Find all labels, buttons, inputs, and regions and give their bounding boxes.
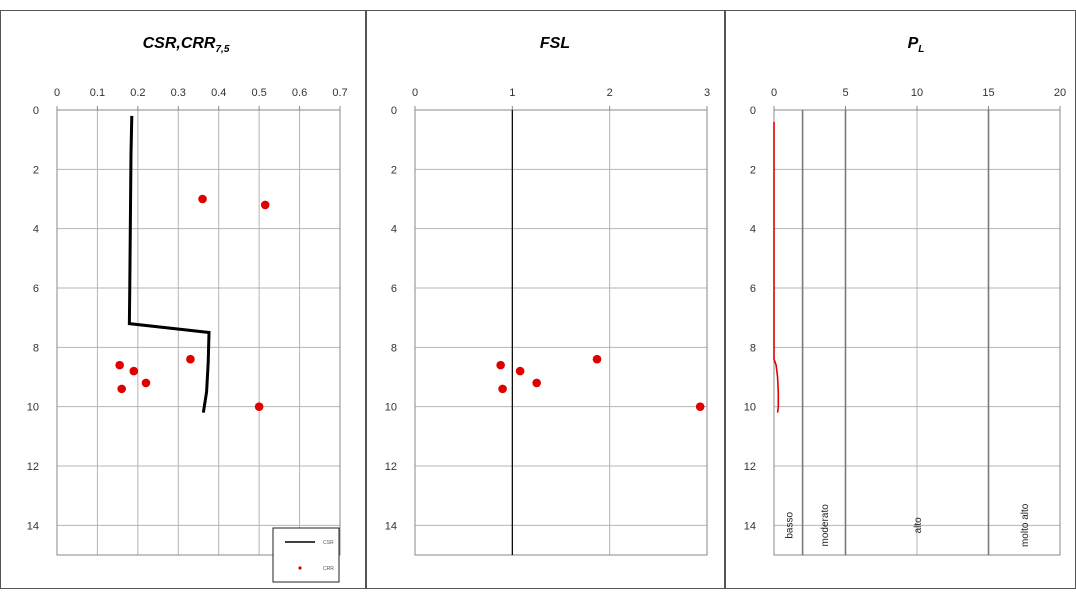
csr-crr-chart: CSR,CRR7,5 0 2 4 6 8 10 12 14 0 0.1 0.2 0.3 0.4 0.5 0.6… [0,10,366,589]
zone-label: molto alto [1020,503,1031,547]
y-tick-label: 14 [744,520,756,532]
x-tick-label: 0 [54,87,60,99]
chart-title-main: FSL [540,35,570,52]
x-tick-label: 15 [982,87,994,99]
y-tick-label: 6 [33,283,39,295]
chart-title: PL [908,35,925,55]
y-tick-label: 10 [385,402,397,414]
data-point-crr [260,200,270,210]
y-tick-label: 6 [750,283,756,295]
data-point-fsl [532,378,541,388]
x-tick-label: 0.7 [332,87,347,99]
series-line-csr [127,115,211,413]
y-tick-label: 14 [27,520,39,532]
chart-title-subscript: 7,5 [215,44,229,55]
chart-title-subscript: L [918,44,924,55]
y-tick-label: 8 [750,342,756,354]
data-point-fsl [515,366,525,376]
x-tick-label: 10 [911,87,923,99]
y-tick-label: 6 [391,283,397,295]
x-tick-label: 20 [1054,87,1066,99]
y-tick-label: 2 [391,164,397,176]
x-tick-label: 0.4 [211,87,226,99]
data-point-crr [129,366,139,376]
pl-chart: PL 0 2 4 6 8 10 12 14 0 5 10 15 20 basso moderato alto mo… [725,10,1076,589]
y-tick-label: 4 [750,224,756,236]
chart-title-main: CSR,CRR [143,35,216,52]
y-tick-label: 10 [27,402,39,414]
y-tick-label: 10 [744,402,756,414]
csr-crr-panel: CSR,CRR7,5 0 2 4 6 8 10 12 14 0 0.1 0.2 0.3 0.4 0.5 0.6… [0,0,366,589]
y-tick-label: 8 [33,342,39,354]
legend-point-swatch [298,566,302,570]
fsl-panel: FSL 0 2 4 6 8 10 12 14 0 1 2 3 [366,0,725,589]
data-point-crr [254,402,264,411]
data-point-crr [117,384,126,394]
data-point-fsl [498,384,507,394]
zone-label: basso [784,512,795,539]
y-tick-label: 2 [33,164,39,176]
panel-frame [725,10,1076,589]
y-tick-label: 0 [33,105,39,117]
panel-frame [366,10,725,589]
x-tick-label: 0 [412,87,418,99]
plot-border [56,109,341,556]
y-tick-label: 12 [744,461,756,473]
data-point-fsl [496,360,505,370]
x-tick-label: 3 [704,87,710,99]
x-tick-label: 5 [842,87,848,99]
x-tick-label: 2 [607,87,613,99]
y-tick-label: 0 [750,105,756,117]
data-point-fsl [695,402,705,411]
x-tick-label: 0.1 [90,87,105,99]
data-point-fsl [592,354,602,364]
series-line-pl [773,121,780,413]
y-tick-label: 4 [391,224,397,236]
y-tick-label: 0 [391,105,397,117]
y-tick-label: 14 [385,520,397,532]
legend-box [272,527,340,583]
chart-title: CSR,CRR7,5 [143,35,230,55]
data-point-crr [198,194,207,204]
x-tick-label: 0 [771,87,777,99]
data-point-crr [115,360,124,370]
x-tick-label: 0.3 [171,87,186,99]
pl-panel: PL 0 2 4 6 8 10 12 14 0 5 10 15 20 basso moderato alto mo… [725,0,1076,589]
data-point-crr [141,378,151,388]
data-point-crr [186,354,195,364]
chart-title-main: P [908,35,919,52]
y-tick-label: 4 [33,224,39,236]
chart-title: FSL [540,35,570,52]
zone-label: moderato [820,504,831,547]
x-tick-label: 0.5 [251,87,266,99]
zone-label: alto [913,517,924,534]
legend-label: CRR [323,566,334,572]
y-tick-label: 12 [27,461,39,473]
y-tick-label: 8 [391,342,397,354]
x-tick-label: 1 [509,87,515,99]
x-tick-label: 0.6 [292,87,307,99]
y-tick-label: 12 [385,461,397,473]
x-tick-label: 0.2 [130,87,145,99]
legend-label: CSR [323,540,334,546]
plot-border [414,109,708,556]
y-tick-label: 2 [750,164,756,176]
